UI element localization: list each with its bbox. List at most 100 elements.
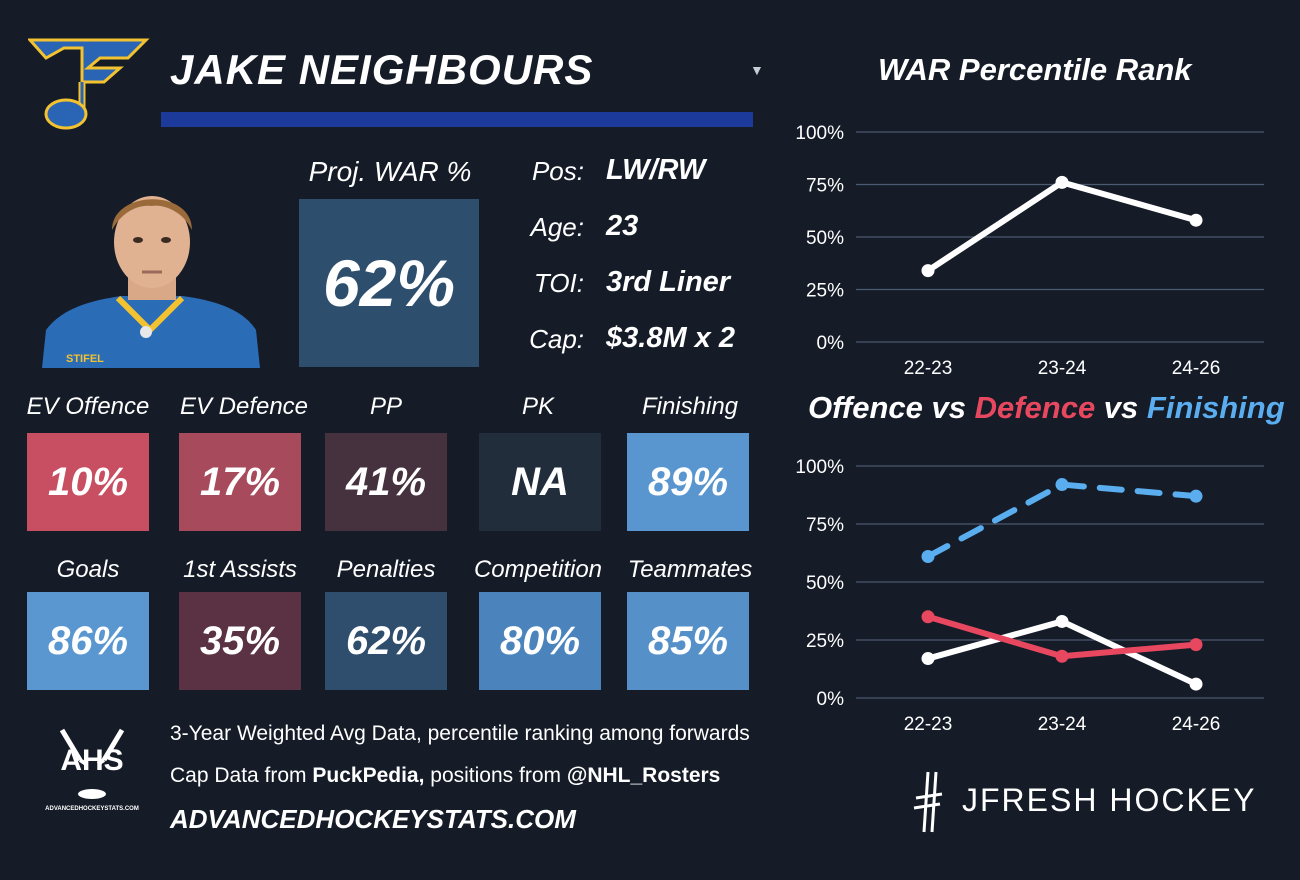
y-tick-label: 25%: [806, 281, 844, 302]
data-point: [1055, 614, 1069, 628]
stat-label: PK: [521, 393, 554, 420]
ahs-logo-text: AHS: [60, 744, 124, 777]
y-tick-label: 50%: [806, 228, 844, 249]
x-tick-label: 22-23: [904, 714, 953, 735]
footer-text: positions from: [424, 764, 567, 787]
info-val-pos: LW/RW: [606, 154, 706, 186]
stat-box-competition: 80%: [479, 592, 601, 690]
stat-box-first-assists: 35%: [179, 592, 301, 690]
y-tick-label: 100%: [795, 123, 844, 144]
jfresh-brand: JFRESH HOCKEY: [962, 782, 1257, 818]
data-point: [921, 549, 935, 563]
chart2-title-part: Offence: [808, 390, 923, 425]
info-val-toi: 3rd Liner: [606, 266, 731, 298]
info-key-age: Age:: [530, 212, 585, 242]
chart2-title-part: vs: [922, 390, 975, 425]
y-tick-label: 0%: [817, 689, 845, 710]
site-url[interactable]: ADVANCEDHOCKEYSTATS.COM: [170, 804, 576, 834]
stat-box-pk: NA: [479, 433, 601, 531]
data-point: [921, 264, 935, 278]
chart1-title: WAR Percentile Rank: [878, 52, 1192, 87]
stat-label: 1st Assists: [183, 556, 297, 583]
y-tick-label: 75%: [806, 515, 844, 536]
hockey-sticks-icon: [59, 728, 125, 799]
data-point: [921, 610, 935, 624]
blues-note-icon: [26, 38, 150, 130]
jfresh-logo: [906, 768, 946, 843]
team-logo: [26, 36, 150, 137]
stat-label: EV Defence: [179, 393, 309, 420]
proj-war-value: 62%: [322, 246, 456, 320]
chart2-title-part: vs: [1095, 390, 1147, 425]
stat-label: EV Offence: [26, 393, 150, 420]
info-key-pos: Pos:: [531, 156, 584, 186]
stat-value: NA: [511, 459, 569, 504]
stat-box-pp: 41%: [325, 433, 447, 531]
x-tick-label: 23-24: [1038, 714, 1087, 735]
proj-war-box: 62%: [299, 199, 479, 367]
stat-value: 86%: [47, 618, 129, 663]
war-percentile-chart: 0% 25% 50% 75% 100% 22-23 23-24 24-26: [795, 123, 1264, 379]
offence-defence-finishing-chart: 0% 25% 50% 75% 100% 22-23 23-24 24-26: [795, 457, 1264, 735]
stat-box-goals: 86%: [27, 592, 149, 690]
y-tick-label: 75%: [806, 176, 844, 197]
stat-box-penalties: 62%: [325, 592, 447, 690]
player-photo: STIFEL: [42, 180, 262, 373]
stat-value: 89%: [647, 459, 729, 504]
stat-box-ev-offence: 10%: [27, 433, 149, 531]
info-val-age: 23: [606, 210, 639, 242]
chart2-title: Offence vs Defence vs Finishing: [808, 390, 1285, 426]
stat-box-finishing: 89%: [627, 433, 749, 531]
stat-value: 80%: [499, 618, 581, 663]
y-tick-label: 100%: [795, 457, 844, 478]
data-point: [1189, 213, 1203, 227]
info-key-toi: TOI:: [533, 268, 584, 298]
data-point: [1189, 638, 1203, 652]
stat-value: 41%: [345, 459, 427, 504]
stat-box-teammates: 85%: [627, 592, 749, 690]
data-point: [1055, 175, 1069, 189]
y-tick-label: 50%: [806, 573, 844, 594]
y-tick-label: 0%: [817, 333, 845, 354]
name-underline: [161, 112, 753, 127]
stat-label: PP: [369, 393, 402, 420]
data-point: [921, 652, 935, 666]
jfresh-mark-icon: [913, 771, 943, 833]
x-tick-label: 22-23: [904, 358, 953, 379]
chevron-down-icon[interactable]: ▼: [750, 62, 764, 78]
chart2-title-part: Defence: [974, 390, 1096, 425]
x-tick-label: 24-26: [1172, 714, 1221, 735]
stat-label: Goals: [56, 556, 120, 583]
stat-label: Teammates: [627, 556, 753, 583]
nhl-rosters-link[interactable]: @NHL_Rosters: [566, 764, 721, 787]
data-point: [1055, 649, 1069, 663]
info-val-cap: $3.8M x 2: [606, 322, 735, 354]
stat-value: 10%: [47, 459, 129, 504]
data-point: [1189, 677, 1203, 691]
y-tick-label: 25%: [806, 631, 844, 652]
stat-value: 35%: [199, 618, 281, 663]
stat-box-ev-defence: 17%: [179, 433, 301, 531]
stat-label: Finishing: [641, 393, 739, 420]
stat-value: 17%: [199, 459, 281, 504]
info-key-cap: Cap:: [529, 324, 584, 354]
svg-text:STIFEL: STIFEL: [66, 353, 104, 365]
chart2-title-part: Finishing: [1146, 390, 1285, 425]
player-name: JAKE NEIGHBOURS: [170, 46, 594, 93]
series-line: [925, 179, 1199, 274]
footer-note-1: 3-Year Weighted Avg Data, percentile ran…: [170, 722, 750, 745]
stat-value: 85%: [647, 618, 729, 663]
series-line: [925, 481, 1199, 560]
ahs-logo-sub: ADVANCEDHOCKEYSTATS.COM: [45, 806, 139, 812]
stat-label: Penalties: [336, 556, 436, 583]
x-tick-label: 24-26: [1172, 358, 1221, 379]
data-point: [1055, 478, 1069, 492]
x-tick-label: 23-24: [1038, 358, 1087, 379]
proj-war-label: Proj. WAR %: [308, 156, 472, 187]
stat-value: 62%: [345, 618, 427, 663]
data-point: [1189, 489, 1203, 503]
footer-text: Cap Data from: [170, 764, 313, 787]
footer-note-2: Cap Data from PuckPedia, positions from …: [170, 764, 720, 788]
puckpedia-link[interactable]: PuckPedia,: [312, 764, 425, 787]
ahs-logo: AHS ADVANCEDHOCKEYSTATS.COM: [40, 724, 144, 820]
